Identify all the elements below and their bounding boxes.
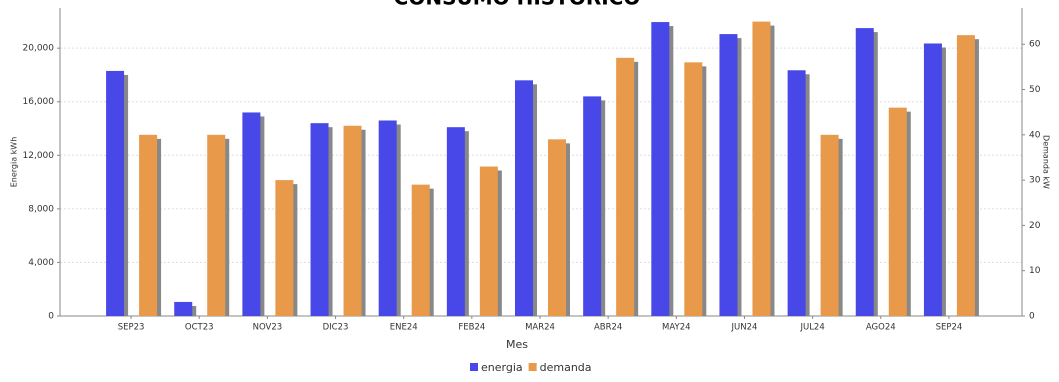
bar (446, 127, 465, 316)
bar (616, 57, 635, 317)
x-tick-label: JUN24 (731, 323, 758, 333)
bar (343, 125, 362, 316)
y-tick-label: 12,000 (23, 151, 55, 161)
y2-tick-label: 50 (1029, 85, 1041, 95)
bar (923, 43, 942, 316)
y-axis-title: Energia kWh (10, 137, 19, 188)
x-tick-label: SEP23 (118, 323, 145, 333)
y2-axis-title: Demanda kW (1042, 135, 1051, 189)
bar (719, 34, 738, 317)
bar (888, 107, 907, 316)
y2-tick-label: 30 (1029, 176, 1041, 186)
bar (956, 35, 975, 316)
bar (275, 180, 294, 316)
y2-tick-label: 10 (1029, 266, 1041, 276)
bar (548, 139, 566, 316)
bar (139, 134, 158, 316)
bar (855, 28, 874, 317)
bar (752, 21, 771, 317)
legend-label: demanda (540, 361, 592, 374)
x-axis-title: Mes (506, 338, 528, 351)
bar (787, 70, 806, 316)
bar (378, 120, 397, 316)
x-tick-label: OCT23 (185, 323, 214, 333)
x-tick-label: ABR24 (594, 323, 622, 333)
bar (515, 80, 533, 316)
bar (684, 62, 703, 317)
bar (479, 166, 498, 316)
x-tick-label: MAR24 (525, 323, 555, 333)
x-tick-label: SEP24 (936, 323, 963, 333)
bar (174, 301, 193, 316)
y-tick-label: 0 (48, 312, 54, 322)
bar (411, 184, 430, 316)
bar (651, 22, 670, 316)
bar (583, 96, 602, 317)
legend-swatch (528, 363, 537, 371)
y2-tick-label: 20 (1029, 221, 1041, 231)
y-tick-label: 20,000 (23, 44, 55, 54)
x-tick-label: MAY24 (662, 323, 691, 333)
x-tick-label: NOV23 (253, 323, 283, 333)
bar (310, 123, 329, 316)
y-tick-label: 16,000 (23, 97, 55, 107)
x-tick-label: AGO24 (866, 323, 896, 333)
legend-label: energia (481, 361, 523, 374)
y-tick-label: 4,000 (28, 258, 54, 268)
x-tick-label: FEB24 (458, 323, 485, 333)
y-tick-label: 8,000 (28, 204, 54, 214)
bar (106, 70, 125, 316)
legend-swatch (470, 363, 478, 371)
y2-tick-label: 60 (1029, 40, 1041, 50)
bar (242, 112, 261, 316)
chart-title: CONSUMO HISTÓRICO (394, 0, 641, 10)
x-tick-label: JUL24 (799, 323, 824, 333)
bar (820, 134, 839, 316)
x-tick-label: ENE24 (390, 323, 418, 333)
y2-tick-label: 0 (1029, 312, 1035, 322)
bar (207, 134, 226, 316)
y2-tick-label: 40 (1029, 130, 1041, 140)
x-tick-label: DIC23 (323, 323, 349, 333)
